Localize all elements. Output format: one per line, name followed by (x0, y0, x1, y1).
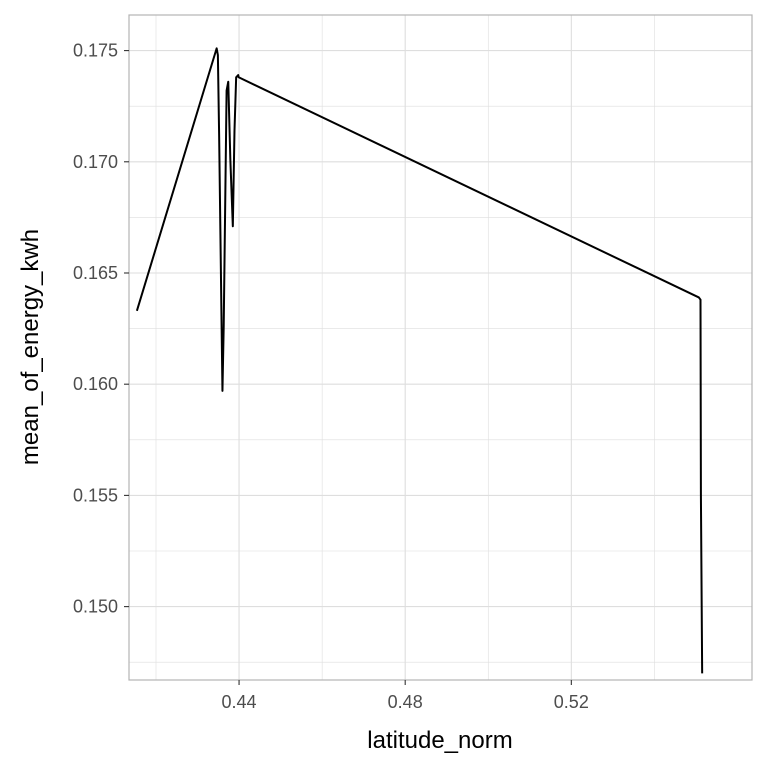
panel-border (128, 14, 753, 681)
x-tick-label: 0.48 (388, 692, 423, 712)
y-axis-title: mean_of_energy_kwh (17, 229, 44, 465)
x-axis-ticks: 0.44 0.48 0.52 (222, 680, 589, 712)
major-gridlines (129, 15, 752, 680)
y-axis-ticks: 0.150 0.155 0.160 0.165 0.170 0.175 (73, 41, 129, 617)
y-tick-label: 0.165 (73, 263, 118, 283)
series-layer (135, 47, 704, 674)
y-tick-label: 0.170 (73, 152, 118, 172)
x-axis-title: latitude_norm (367, 727, 512, 754)
y-tick-label: 0.160 (73, 374, 118, 394)
x-tick-label: 0.44 (222, 692, 257, 712)
y-tick-label: 0.155 (73, 485, 118, 505)
series-line (135, 47, 704, 674)
y-tick-label: 0.175 (73, 41, 118, 61)
y-tick-label: 0.150 (73, 597, 118, 617)
x-tick-label: 0.52 (554, 692, 589, 712)
